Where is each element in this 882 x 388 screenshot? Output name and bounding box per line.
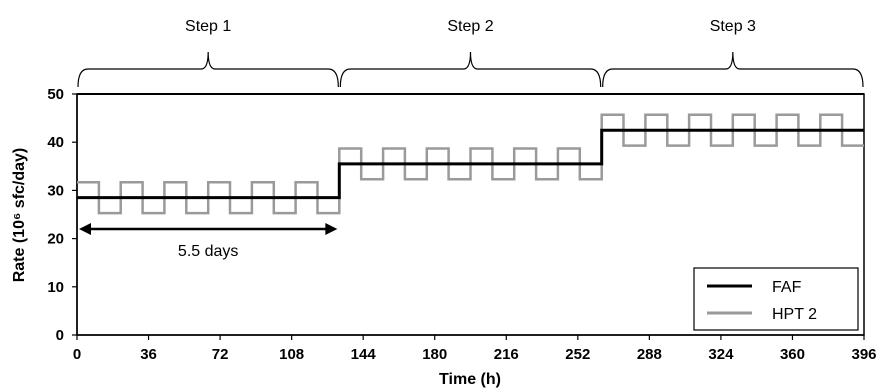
step-brace bbox=[77, 51, 339, 88]
x-tick-label: 360 bbox=[780, 346, 805, 363]
x-tick-label: 216 bbox=[494, 346, 519, 363]
step-label: Step 2 bbox=[447, 18, 493, 35]
y-tick-label: 10 bbox=[47, 279, 64, 296]
y-tick-label: 20 bbox=[47, 231, 64, 248]
y-tick-label: 30 bbox=[47, 182, 64, 199]
x-tick-label: 0 bbox=[73, 346, 81, 363]
annotation-label: 5.5 days bbox=[178, 243, 238, 260]
step-brace bbox=[339, 51, 602, 88]
y-tick-label: 0 bbox=[56, 327, 64, 344]
legend: FAF HPT 2 bbox=[693, 267, 859, 331]
x-tick-label: 144 bbox=[351, 346, 377, 363]
x-tick-label: 252 bbox=[565, 346, 590, 363]
x-tick-label: 108 bbox=[279, 346, 304, 363]
annotation-layer: 5.5 days bbox=[79, 222, 338, 260]
x-tick-label: 36 bbox=[140, 346, 157, 363]
step-label: Step 1 bbox=[185, 18, 231, 35]
x-tick-label: 180 bbox=[422, 346, 447, 363]
x-tick-label: 324 bbox=[708, 346, 734, 363]
x-axis-title: Time (h) bbox=[439, 371, 501, 388]
annotation-arrowhead-left bbox=[79, 222, 91, 235]
y-axis-title: Rate (10⁶ sfc/day) bbox=[11, 148, 28, 283]
x-tick-label: 396 bbox=[851, 346, 876, 363]
axis-ticks: 0 36 72 108 144 180 216 252 288 324 360 396 0 10 20 30 4… bbox=[47, 86, 876, 363]
step-brace bbox=[602, 51, 864, 88]
legend-label-faf: FAF bbox=[772, 279, 802, 296]
series-layer bbox=[77, 113, 864, 215]
y-tick-label: 40 bbox=[47, 134, 64, 151]
legend-box bbox=[693, 267, 859, 331]
step-label: Step 3 bbox=[710, 18, 756, 35]
y-tick-label: 50 bbox=[47, 86, 64, 103]
x-tick-label: 72 bbox=[212, 346, 229, 363]
annotation-arrowhead-right bbox=[325, 222, 338, 235]
x-tick-label: 288 bbox=[637, 346, 662, 363]
series-line-faf bbox=[77, 128, 864, 200]
legend-label-hpt2: HPT 2 bbox=[772, 306, 817, 323]
step-braces: Step 1 Step 2 Step 3 bbox=[77, 18, 864, 88]
